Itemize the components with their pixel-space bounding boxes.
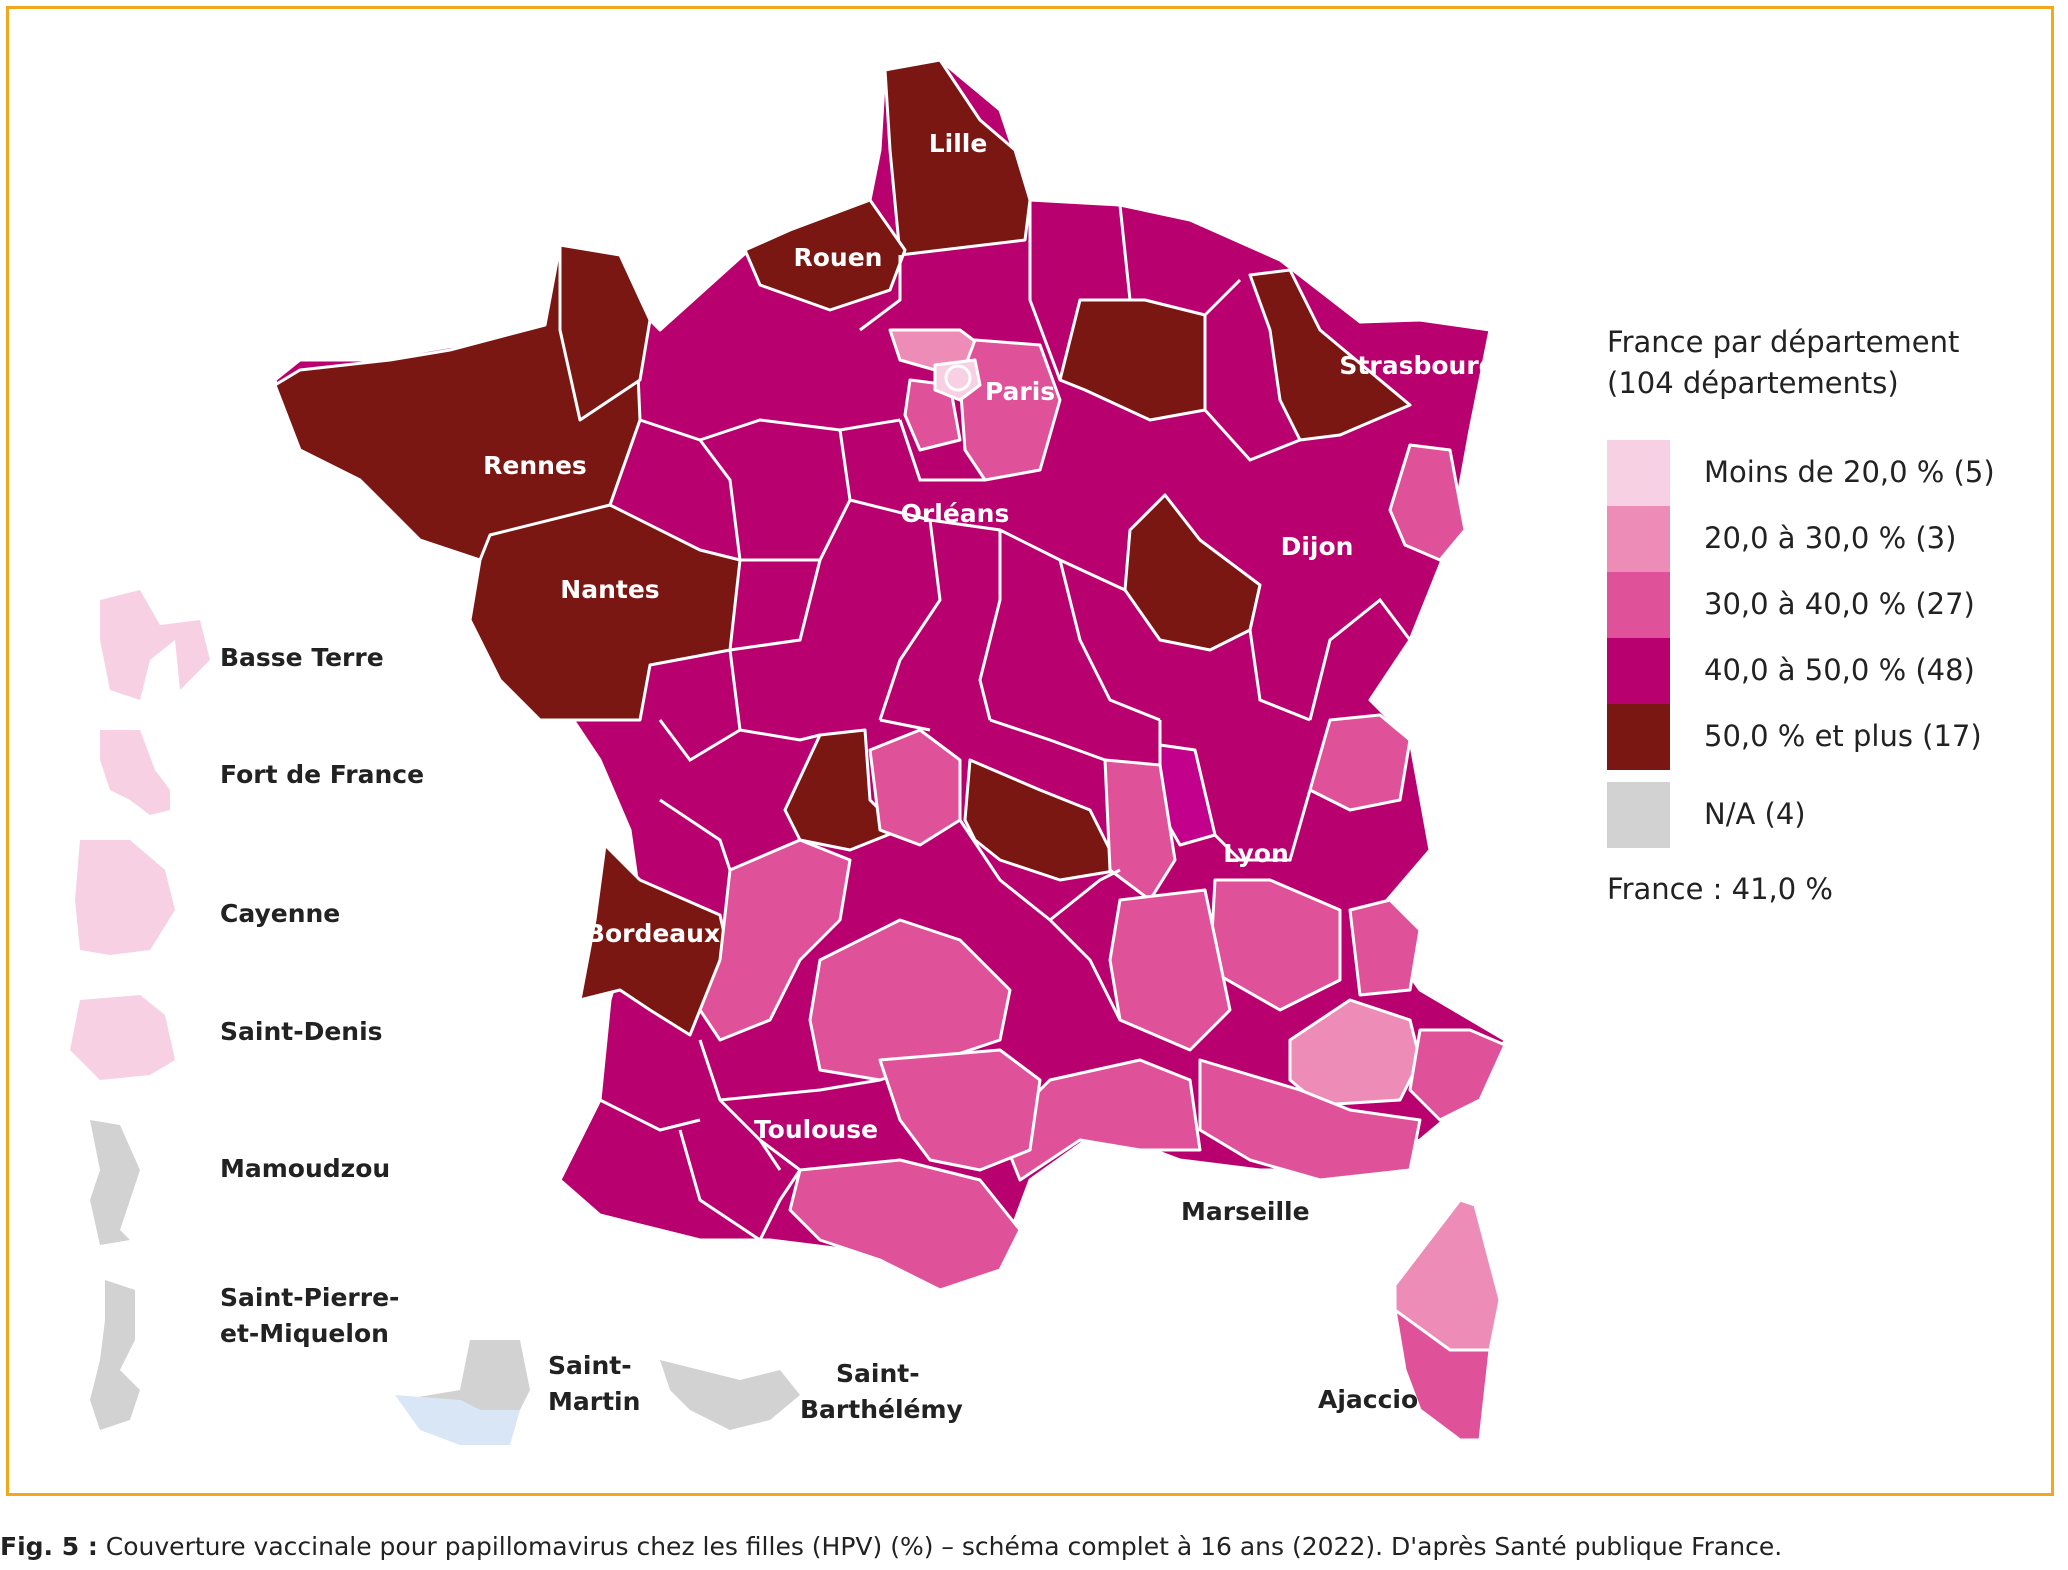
- dept-hautes-alpes: [1288, 998, 1422, 1107]
- saint-barthelemy-shape: [660, 1360, 800, 1430]
- dept-tarn-herault: [878, 1048, 1042, 1172]
- paris-center-marker: [944, 364, 972, 392]
- city-label-marseille: Marseille: [1181, 1197, 1310, 1226]
- dept-alpes-maritimes: [1408, 1028, 1507, 1122]
- sint-maarten-shape: [395, 1395, 520, 1445]
- city-label-nantes: Nantes: [560, 575, 659, 604]
- dept-savoie: [1348, 898, 1422, 997]
- dept-marne: [1058, 298, 1207, 422]
- mayotte-shape: [90, 1120, 140, 1245]
- label-saint-martin-line1: Saint-: [548, 1351, 632, 1380]
- label-fort-de-france: Fort de France: [220, 760, 424, 789]
- city-labels: Lille Rouen Paris Strasbourg Rennes Orlé…: [483, 129, 1496, 1414]
- label-mamoudzou: Mamoudzou: [220, 1154, 390, 1183]
- label-cayenne: Cayenne: [220, 899, 340, 928]
- dept-corse-du-sud: [1393, 1308, 1492, 1442]
- legend-swatch: [1607, 638, 1670, 704]
- dept-manche: [558, 243, 652, 422]
- city-label-dijon: Dijon: [1281, 532, 1354, 561]
- city-label-orleans: Orléans: [901, 499, 1010, 528]
- dept-moselle: [1248, 268, 1412, 442]
- dept-charente-dordogne: [698, 838, 852, 1042]
- saint-pierre-miquelon-shape: [90, 1280, 140, 1430]
- dept-gironde: [578, 843, 732, 1037]
- dept-haute-vienne: [783, 728, 902, 852]
- label-saint-denis: Saint-Denis: [220, 1017, 383, 1046]
- legend-swatch: [1607, 572, 1670, 638]
- caption-prefix: Fig. 5 :: [0, 1532, 98, 1561]
- caption-text: Couverture vaccinale pour papillomavirus…: [97, 1532, 1783, 1561]
- reunion-shape: [70, 995, 175, 1080]
- legend-title-line2: (104 départements): [1607, 366, 1899, 400]
- city-label-ajaccio: Ajaccio: [1318, 1385, 1418, 1414]
- dept-creuse: [963, 758, 1122, 882]
- overseas-territories: [70, 590, 800, 1445]
- legend-swatch: [1607, 704, 1670, 770]
- dept-lot-aveyron: [808, 918, 1012, 1082]
- city-label-toulouse: Toulouse: [754, 1115, 878, 1144]
- label-basse-terre: Basse Terre: [220, 643, 384, 672]
- figure-caption: Fig. 5 : Couverture vaccinale pour papil…: [0, 1532, 1782, 1561]
- legend-label: Moins de 20,0 % (5): [1704, 455, 1995, 489]
- legend-title: France par département (104 départements…: [1607, 322, 1959, 404]
- city-label-rennes: Rennes: [483, 451, 587, 480]
- dept-loire-atlantique: [468, 503, 742, 722]
- legend-swatch: [1607, 782, 1670, 848]
- martinique-shape: [100, 730, 170, 815]
- dept-cote-dor: [1123, 493, 1262, 652]
- overseas-labels: Basse Terre Fort de France Cayenne Saint…: [220, 643, 963, 1424]
- legend-swatch: [1607, 506, 1670, 572]
- legend-title-line1: France par département: [1607, 325, 1960, 359]
- label-saint-pierre-line2: et-Miquelon: [220, 1319, 389, 1348]
- dept-vaucluse-var: [1198, 1058, 1422, 1182]
- city-label-lille: Lille: [929, 129, 988, 158]
- legend-label: 20,0 à 30,0 % (3): [1704, 521, 1957, 555]
- guadeloupe-shape: [100, 590, 210, 700]
- department-borders: [599, 200, 1412, 1242]
- dept-loire: [1103, 758, 1177, 902]
- label-saint-martin-line2: Martin: [548, 1387, 640, 1416]
- city-label-rouen: Rouen: [794, 243, 883, 272]
- dept-haut-rhin: [1388, 443, 1467, 562]
- legend-label: N/A (4): [1704, 797, 1806, 831]
- city-label-paris: Paris: [985, 377, 1055, 406]
- legend-label: 30,0 à 40,0 % (27): [1704, 587, 1975, 621]
- city-label-strasbourg: Strasbourg: [1339, 351, 1496, 380]
- france-total-value: France : 41,0 %: [1607, 872, 1833, 906]
- saint-martin-shape: [400, 1340, 530, 1410]
- dept-pyrenees-orientales-aude: [788, 1158, 1022, 1292]
- guyane-shape: [75, 840, 175, 955]
- legend-label: 50,0 % et plus (17): [1704, 719, 1982, 753]
- label-saint-barth-line1: Saint-: [836, 1359, 920, 1388]
- legend-swatch: [1607, 440, 1670, 506]
- city-label-lyon: Lyon: [1223, 839, 1289, 868]
- dept-drome-ardeche: [1108, 888, 1232, 1052]
- label-saint-barth-line2: Barthélémy: [800, 1395, 963, 1424]
- legend-label: 40,0 à 50,0 % (48): [1704, 653, 1975, 687]
- city-label-bordeaux: Bordeaux: [586, 919, 720, 948]
- dept-seine-maritime: [743, 198, 907, 312]
- label-saint-pierre-line1: Saint-Pierre-: [220, 1283, 399, 1312]
